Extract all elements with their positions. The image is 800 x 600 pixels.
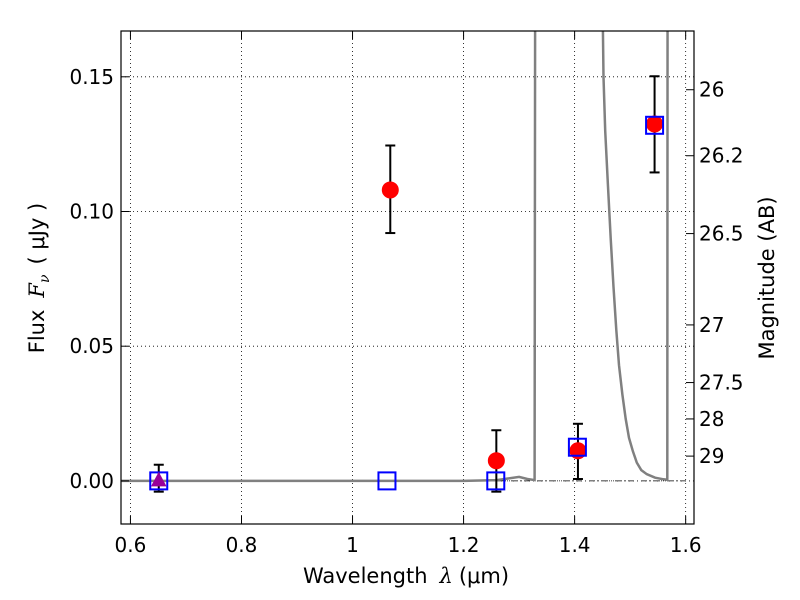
x-tick-label: 1 [346, 533, 359, 557]
model-spectrum-line [121, 31, 669, 483]
x-tick-label: 1.2 [448, 533, 480, 557]
model-flux-square [645, 115, 665, 135]
observed-flux-point [487, 452, 505, 470]
observed-flux-point [646, 115, 664, 133]
x-tick-label: 0.6 [115, 533, 147, 557]
y2-tick-label: 26 [699, 78, 724, 102]
y-axis-title: FluxFν( μJy ) [25, 203, 53, 353]
y2-axis-title: Magnitude (AB) [755, 196, 779, 359]
y-tick-label: 0.10 [69, 199, 114, 223]
x-tick-label: 1.4 [559, 533, 591, 557]
y2-tick-label: 26.5 [699, 222, 744, 246]
observed-flux-point [381, 181, 399, 199]
x-tick-label: 0.8 [226, 533, 258, 557]
upper-limit-triangle [150, 471, 167, 487]
plot-frame [120, 30, 695, 525]
y2-tick-label: 28 [699, 407, 724, 431]
y2-tick-label: 27.5 [699, 371, 744, 395]
axis-ticks: 0.6 0.8 1 1.2 1.4 1.6 0.00 0.05 0.10 0.15 26 26.2 26… [69, 31, 744, 557]
model-flux-square [486, 471, 506, 491]
y-tick-label: 0.00 [69, 469, 114, 493]
y2-tick-label: 27 [699, 313, 724, 337]
data-markers [149, 115, 665, 491]
y-tick-label: 0.15 [69, 65, 114, 89]
model-flux-square [567, 437, 587, 457]
y2-tick-label: 29 [699, 444, 724, 468]
plot-area [121, 31, 694, 524]
y2-tick-label: 26.2 [699, 144, 744, 168]
y-tick-label: 0.05 [69, 334, 114, 358]
model-flux-square [377, 471, 397, 491]
model-spectrum-layer [121, 31, 669, 483]
x-tick-label: 1.6 [670, 533, 702, 557]
x-axis-title: Wavelength λ (μm) [303, 564, 509, 588]
